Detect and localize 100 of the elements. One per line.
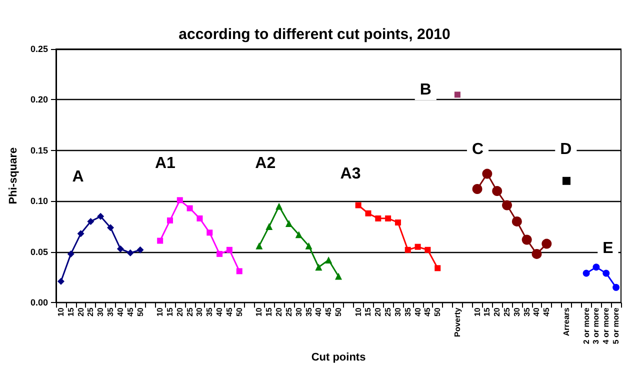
- point: [325, 256, 332, 264]
- x-tick-label: 20: [274, 307, 284, 317]
- x-tick-label: 50: [334, 307, 343, 317]
- point: [582, 270, 590, 277]
- x-tick-label: 50: [433, 307, 442, 317]
- y-tick-label: 0.10: [30, 196, 48, 206]
- x-tick-label: 40: [532, 307, 542, 317]
- x-tick-label: 2 or more: [582, 307, 591, 344]
- point: [532, 248, 542, 259]
- x-tick-label: 45: [224, 307, 234, 317]
- x-tick-label: 35: [403, 307, 412, 317]
- point: [542, 238, 552, 249]
- point: [295, 231, 302, 238]
- x-tick-label: 25: [185, 307, 194, 317]
- point: [394, 219, 401, 226]
- point: [482, 168, 492, 179]
- x-tick-label: 15: [482, 307, 492, 317]
- point: [126, 249, 134, 256]
- point: [256, 242, 263, 250]
- point: [612, 284, 620, 291]
- y-axis-title: Phi-square: [8, 147, 20, 204]
- point: [226, 246, 232, 253]
- point: [176, 197, 183, 204]
- x-tick-label: 35: [304, 307, 314, 317]
- point: [186, 205, 193, 212]
- point: [424, 246, 431, 253]
- x-tick-label: 50: [234, 307, 244, 317]
- x-tick-label: 30: [195, 307, 204, 317]
- point: [107, 224, 114, 232]
- x-tick-label: 20: [175, 307, 184, 317]
- y-tick-label: 0.00: [30, 298, 48, 308]
- x-tick-label: 50: [136, 307, 145, 317]
- point: [592, 264, 600, 271]
- x-tick-label: 45: [542, 307, 552, 317]
- y-tick-label: 0.05: [30, 246, 48, 257]
- y-tick-label: 0.15: [30, 145, 48, 156]
- point: [315, 264, 322, 271]
- x-tick-label: 25: [384, 307, 393, 317]
- x-tick-label: 25: [86, 307, 96, 317]
- point: [97, 212, 104, 220]
- point: [57, 278, 64, 285]
- point: [454, 92, 460, 98]
- x-tick-label: 10: [472, 307, 482, 317]
- x-tick-label: 10: [354, 307, 363, 317]
- x-tick-label: 25: [502, 307, 512, 317]
- point: [206, 230, 213, 236]
- x-tick-label: Arrears: [562, 307, 571, 336]
- x-tick-label: 40: [413, 307, 422, 317]
- annotation: C: [472, 140, 484, 158]
- x-tick-label: 25: [284, 307, 294, 317]
- x-tick-label: 3 or more: [592, 307, 601, 344]
- point: [216, 250, 223, 257]
- point: [385, 215, 392, 222]
- annotation: A2: [255, 155, 276, 172]
- x-tick-label: 20: [492, 307, 502, 317]
- point: [375, 215, 382, 222]
- point: [365, 210, 372, 216]
- point: [166, 217, 173, 224]
- point: [236, 268, 242, 274]
- x-tick-label: 30: [96, 307, 106, 317]
- point: [285, 220, 292, 228]
- point: [602, 270, 610, 277]
- x-tick-label: Poverty: [452, 307, 462, 337]
- point: [355, 202, 362, 208]
- annotation: A1: [154, 155, 176, 172]
- point: [512, 216, 522, 226]
- x-tick-label: 15: [264, 307, 274, 317]
- point: [196, 215, 203, 222]
- point: [77, 230, 84, 238]
- annotation: E: [602, 240, 614, 258]
- annotation: A: [72, 168, 84, 186]
- x-tick-label: 15: [364, 307, 373, 317]
- y-tick-label: 0.25: [30, 44, 48, 54]
- x-tick-label: 20: [76, 307, 86, 317]
- point: [116, 245, 124, 252]
- x-tick-label: 10: [254, 307, 264, 317]
- point: [305, 242, 312, 250]
- x-tick-label: 5 or more: [612, 307, 621, 344]
- annotation: B: [420, 81, 432, 98]
- point: [492, 186, 502, 196]
- x-tick-label: 20: [374, 307, 383, 317]
- x-tick-label: 4 or more: [602, 307, 611, 344]
- x-tick-label: 40: [215, 307, 224, 317]
- point: [414, 244, 421, 250]
- x-tick-label: 15: [165, 307, 174, 317]
- x-tick-label: 40: [314, 307, 324, 317]
- point: [335, 272, 342, 280]
- y-tick-label: 0.20: [30, 94, 48, 105]
- x-tick-label: 15: [66, 307, 76, 317]
- point: [522, 234, 532, 245]
- point: [136, 246, 144, 254]
- x-tick-label: 30: [512, 307, 522, 317]
- point: [472, 184, 482, 194]
- x-tick-label: 30: [294, 307, 304, 317]
- point: [502, 200, 512, 210]
- x-tick-label: 45: [126, 307, 135, 317]
- x-tick-label: 30: [393, 307, 402, 317]
- point: [276, 202, 283, 210]
- x-tick-label: 35: [106, 307, 116, 317]
- point: [266, 223, 273, 230]
